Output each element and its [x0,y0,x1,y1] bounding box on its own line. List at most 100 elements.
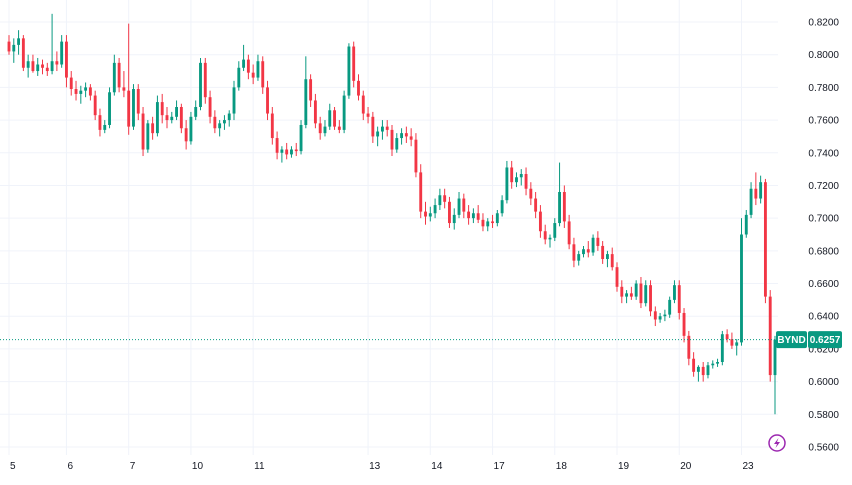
candle-body [404,133,408,137]
symbol-tag-text: BYND [777,335,805,346]
candle-body [543,231,547,240]
candle [462,193,466,219]
candle [88,84,92,101]
candle [649,280,652,317]
candle-body [98,115,102,130]
candle [194,100,198,121]
candle-body [371,116,375,137]
candle [141,107,145,157]
candle-body [237,67,241,88]
candle-body [768,296,772,376]
candle [572,237,576,268]
candle-body [491,221,494,224]
candle [65,35,68,88]
candle [505,160,509,204]
candle-body [93,95,97,116]
candle [60,35,64,68]
candle [768,290,772,382]
candle-body [414,139,418,173]
candle-body [333,110,336,127]
candle-body [294,149,298,152]
candle-body [658,316,662,320]
candle [7,35,11,55]
candle-body [175,107,178,117]
candle-body [582,249,585,255]
gridlines [0,0,778,455]
candle-body [639,283,643,304]
candle-body [108,92,111,125]
candle [45,62,49,76]
candle [290,146,293,158]
candle [558,162,561,227]
candle [486,218,490,232]
x-tick-label: 6 [67,461,73,472]
candle [653,306,657,327]
candle [304,56,308,129]
candle [682,308,686,343]
candle-body [730,339,734,346]
candle [443,188,447,209]
candle-body [36,64,40,72]
candle-body [548,237,552,240]
y-tick-label: 0.7200 [808,181,839,192]
candle-body [127,90,131,127]
candle-body [7,41,11,52]
x-tick-label: 20 [680,461,692,472]
candle [763,178,767,304]
candle [409,128,413,147]
candle-body [366,113,370,117]
candle-body [337,126,341,130]
candle-body [146,123,150,150]
candle [98,108,102,137]
candle-body [179,107,183,129]
candle [309,74,313,107]
candle [596,231,600,251]
candle [500,195,504,217]
candle [582,245,585,258]
candle-body [476,213,480,220]
candle-body [649,285,652,312]
lightning-icon[interactable] [768,434,786,452]
candle-body [438,195,442,206]
candle-body [462,198,466,212]
candle [524,167,528,196]
candle-body [261,61,265,88]
candle [337,120,341,134]
candle-body [620,286,624,297]
candle-body [45,67,49,72]
candle [639,277,643,309]
candle-body [194,107,198,117]
candle [385,120,389,137]
y-tick-label: 0.6800 [808,246,839,257]
candle [232,80,236,121]
candle [84,82,88,98]
candle-body [428,213,432,217]
candle-body [112,62,116,93]
candle [735,339,739,356]
candle-body [203,62,207,98]
candle [457,192,461,219]
candle [471,208,475,224]
candle [491,214,494,228]
candle-body [452,214,456,224]
candle [285,142,289,160]
last-price-tag: BYND 0.6257 [776,331,842,349]
candle-body [218,123,222,129]
candle-body [251,72,255,78]
candle [759,175,763,204]
candle [529,182,533,206]
candle-body [663,314,667,317]
x-axis: 56710111314171819202325262831Apr [10,461,754,472]
candle-body [189,116,193,142]
candle-body [668,299,672,315]
candle [342,90,346,134]
candle-body [132,89,135,127]
candle [117,57,121,93]
candle [658,312,662,323]
candle [601,241,605,264]
x-tick-label: 5 [10,461,16,472]
candle-body [625,293,629,297]
y-tick-label: 0.5600 [808,443,839,454]
candle [380,120,384,140]
